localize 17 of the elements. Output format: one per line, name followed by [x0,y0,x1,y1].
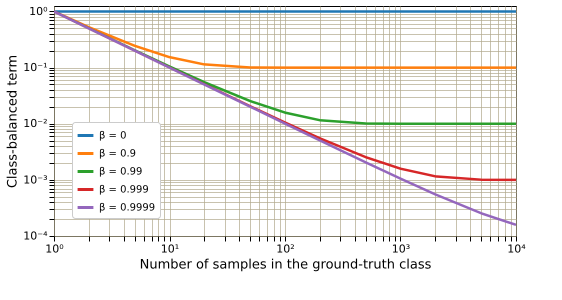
legend-label: β = 0.9999 [99,202,156,214]
x-tick-label: 10⁴ [507,242,526,256]
legend-label: β = 0.99 [99,166,142,178]
x-tick-label: 10³ [392,242,410,256]
y-axis-title: Class-balanced term [5,54,20,188]
x-tick-label: 10¹ [160,242,180,256]
y-tick-label: 10⁰ [29,4,48,18]
x-tick-label: 10⁰ [45,242,64,256]
y-tick-label: 10⁻¹ [23,61,48,74]
legend-label: β = 0 [99,130,126,142]
y-tick-label: 10⁻³ [23,173,48,186]
legend-label: β = 0.9 [99,148,136,160]
y-tick-label: 10⁻² [23,117,48,130]
legend-label: β = 0.999 [99,184,149,196]
x-tick-label: 10² [276,242,295,256]
y-tick-label: 10⁻⁴ [23,230,48,242]
x-axis-title: Number of samples in the ground-truth class [140,258,432,272]
